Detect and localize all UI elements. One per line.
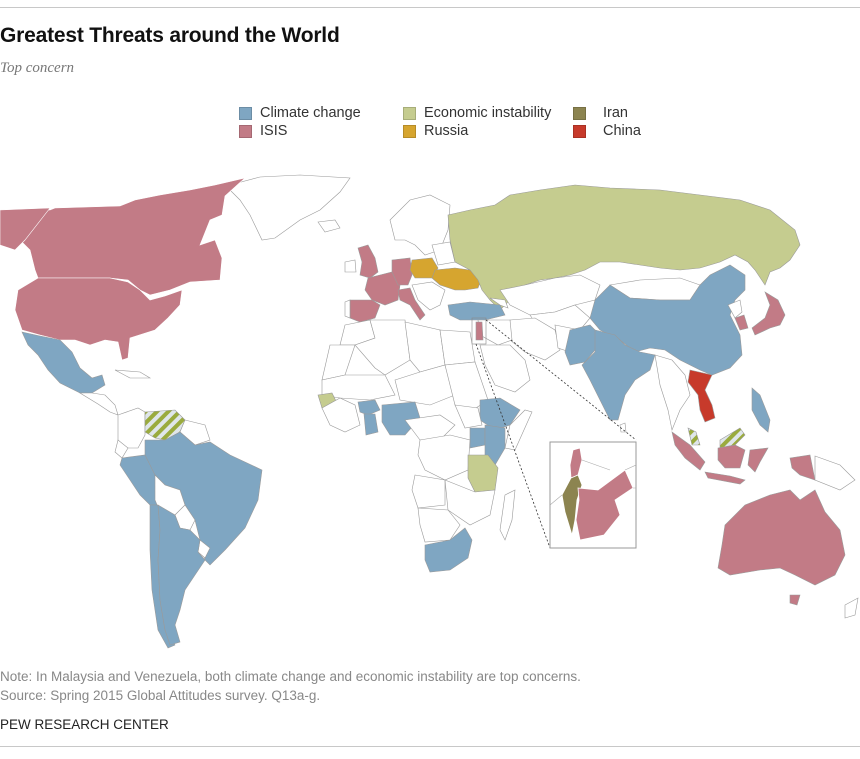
chart-title: Greatest Threats around the World — [0, 24, 340, 47]
inset-jordan — [575, 469, 634, 541]
legend-label: Economic instability — [424, 105, 552, 121]
top-rule — [0, 7, 860, 8]
caribbean — [114, 369, 152, 379]
world-map — [0, 174, 859, 649]
central-america — [78, 392, 119, 416]
angola — [411, 474, 446, 509]
iraq-syria — [477, 319, 513, 346]
south-africa — [424, 527, 473, 573]
legend-item-iran: Iran — [573, 105, 628, 121]
vietnam — [687, 369, 716, 423]
balkans — [411, 281, 446, 311]
legend-label: China — [603, 123, 641, 139]
caucasus — [489, 297, 509, 309]
inset-border-lines — [549, 459, 637, 506]
sri-lanka — [619, 422, 627, 433]
egypt — [439, 329, 476, 366]
saudi-arabia — [479, 344, 531, 393]
legend-item-china: China — [573, 123, 641, 139]
japan — [751, 291, 786, 336]
guianas — [179, 419, 211, 446]
bottom-rule — [0, 746, 860, 747]
ghana — [363, 413, 379, 436]
portugal — [344, 299, 351, 319]
spain — [349, 299, 381, 323]
ireland — [344, 259, 357, 273]
inset-locator — [471, 317, 487, 345]
swatch-climate-icon — [239, 106, 252, 120]
java — [704, 471, 746, 485]
turkey — [447, 301, 506, 321]
myanmar-thailand-laos — [654, 354, 691, 432]
legend-label: Climate change — [260, 105, 361, 121]
somalia — [504, 409, 533, 451]
italy — [397, 287, 426, 321]
india — [581, 329, 656, 421]
uganda — [469, 427, 486, 449]
alaska — [0, 207, 51, 251]
philippines — [751, 387, 771, 433]
chart-subtitle: Top concern — [0, 60, 75, 76]
borneo-indonesia — [717, 444, 746, 469]
inset-israel — [561, 474, 583, 536]
legend-item-isis: ISIS — [239, 123, 287, 139]
niger-chad — [394, 364, 456, 406]
legend-label: ISIS — [260, 123, 288, 139]
inset-connector-bottom — [475, 343, 551, 549]
south-korea — [734, 314, 749, 331]
source-text: Source: Spring 2015 Global Attitudes sur… — [0, 688, 321, 703]
swatch-china-icon — [573, 124, 586, 138]
note-text: Note: In Malaysia and Venezuela, both cl… — [0, 669, 581, 684]
colombia — [117, 407, 146, 449]
malaysia-borneo — [719, 427, 746, 449]
burkina-faso — [357, 399, 381, 416]
ukraine — [431, 267, 483, 291]
madagascar — [499, 489, 516, 541]
swatch-isis-icon — [239, 124, 252, 138]
organization-credit: PEW RESEARCH CENTER — [0, 717, 169, 732]
tasmania — [789, 594, 801, 606]
mexico — [21, 331, 106, 394]
iran — [509, 317, 561, 361]
sulawesi — [747, 447, 769, 473]
south-sudan — [454, 404, 483, 429]
footnote: Note: In Malaysia and Venezuela, both cl… — [0, 667, 581, 705]
canada — [0, 177, 246, 296]
greenland — [225, 174, 351, 241]
legend: Climate change ISIS Economic instability… — [239, 105, 659, 145]
cameroon-car — [404, 414, 456, 441]
iceland — [317, 219, 341, 233]
malaysia-peninsula — [687, 427, 701, 446]
new-zealand — [844, 597, 859, 619]
new-guinea-west — [789, 454, 816, 481]
papua-new-guinea — [814, 455, 856, 491]
west-africa-coast — [321, 397, 361, 433]
levant-box — [475, 321, 484, 341]
legend-label: Russia — [424, 123, 469, 139]
swatch-russia-icon — [403, 124, 416, 138]
kenya — [484, 424, 506, 466]
australia — [717, 489, 846, 586]
swatch-iran-icon — [573, 106, 586, 120]
legend-item-russia: Russia — [403, 123, 468, 139]
middle-east-inset — [549, 441, 637, 549]
united-kingdom — [357, 244, 379, 279]
legend-item-economic: Economic instability — [403, 105, 551, 121]
swatch-economic-icon — [403, 106, 416, 120]
argentina — [157, 504, 206, 646]
germany — [391, 257, 413, 286]
legend-item-climate: Climate change — [239, 105, 361, 121]
libya — [404, 321, 446, 373]
pakistan — [564, 324, 601, 366]
sudan — [444, 361, 489, 413]
united-states — [14, 277, 183, 361]
congo — [417, 434, 471, 481]
legend-label: Iran — [603, 105, 628, 121]
north-korea — [727, 299, 743, 319]
sumatra — [671, 431, 706, 471]
inset-connector-top — [485, 319, 637, 441]
